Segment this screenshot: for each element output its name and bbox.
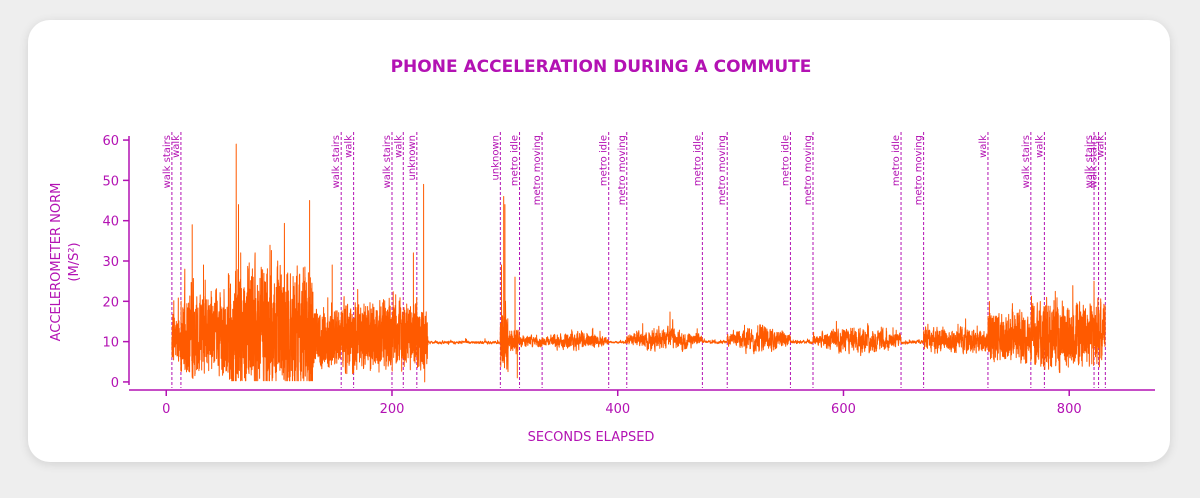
annotation-label: unknown [407,135,418,180]
annotation-label: metro idle [780,135,791,186]
annotation-label: walk stairs [162,135,173,188]
annotation-label: walk [344,135,355,158]
annotation-label: walk [393,135,404,158]
y-tick-label: 60 [102,134,119,149]
signal-line [171,143,1106,383]
x-tick-label: 800 [1057,402,1082,417]
y-tick-label: 0 [111,376,119,391]
y-tick-label: 20 [102,295,119,310]
signal-series [171,143,1106,383]
annotation-label: metro idle [599,135,610,186]
annotation-label: metro moving [617,135,628,205]
y-tick-label: 10 [102,336,119,351]
annotation-label: metro idle [692,135,703,186]
annotation-label: metro idle [510,135,521,186]
annotation-label: walk [171,135,182,158]
annotation-label: walk [1095,135,1106,158]
y-tick-label: 30 [102,255,119,270]
chart-card: PHONE ACCELERATION DURING A COMMUTE walk… [28,20,1170,462]
acceleration-chart: PHONE ACCELERATION DURING A COMMUTE walk… [49,57,1155,445]
annotation-label: walk [1034,135,1045,158]
annotation-label: walk stairs [1084,135,1095,188]
annotation-label: walk stairs [1089,135,1100,188]
annotation-label: metro moving [914,135,925,205]
annotation-label: walk [978,135,989,158]
y-axis-unit: (M/S²) [67,242,82,281]
x-tick-label: 400 [605,402,630,417]
x-tick-label: 200 [380,402,405,417]
annotation-label: walk stairs [1021,135,1032,188]
x-axis-label: SECONDS ELAPSED [528,430,655,445]
y-tick-label: 40 [102,215,119,230]
y-axis-label: ACCELEROMETER NORM [49,183,64,342]
y-tick-label: 50 [102,174,119,189]
x-tick-label: 600 [831,402,856,417]
annotation-label: metro moving [803,135,814,205]
chart-title: PHONE ACCELERATION DURING A COMMUTE [391,57,812,77]
annotation-label: unknown [490,135,501,180]
annotation-label: walk stairs [382,135,393,188]
annotation-label: walk stairs [331,135,342,188]
annotation-label: metro moving [717,135,728,205]
annotation-label: metro moving [532,135,543,205]
x-tick-label: 0 [162,402,170,417]
annotation-label: metro idle [891,135,902,186]
